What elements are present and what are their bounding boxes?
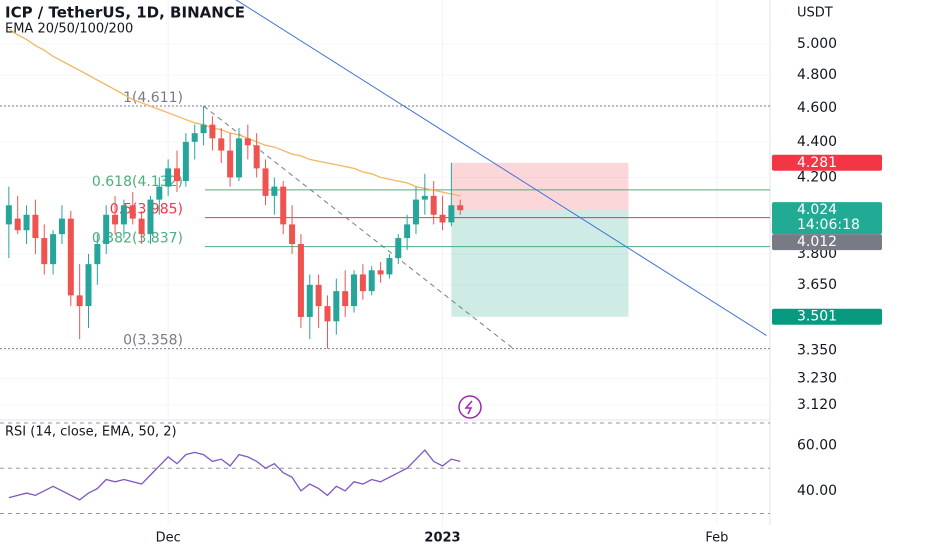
candle-body	[262, 168, 269, 196]
candle-body	[395, 238, 402, 259]
candle-body	[14, 218, 21, 231]
y-tick-label: 4.200	[797, 169, 837, 185]
candle-body	[306, 284, 313, 317]
fib-label: 0(3.358)	[123, 333, 183, 349]
candle-body	[76, 295, 83, 307]
candle-body	[271, 186, 278, 196]
candle-body	[351, 274, 358, 307]
candle-body	[324, 306, 331, 322]
candle-body	[182, 141, 189, 182]
rsi-tick-label: 60.00	[797, 438, 837, 454]
x-tick-label: Dec	[156, 531, 181, 546]
price-tag-label: 4.024	[797, 202, 837, 218]
price-tag-label: 4.012	[797, 234, 837, 250]
rsi-line	[8, 449, 461, 501]
candle-body	[235, 138, 242, 178]
y-tick-label: 4.600	[797, 100, 837, 116]
icon[interactable]	[458, 395, 482, 419]
candle-body	[200, 124, 207, 134]
candle-body	[112, 214, 119, 225]
candle-body	[58, 218, 65, 235]
fib-label: 1(4.611)	[123, 90, 183, 106]
candle-body	[280, 186, 287, 225]
candle-body	[23, 214, 30, 231]
rsi-title: RSI (14, close, EMA, 50, 2)	[5, 425, 177, 440]
fib-label: 0.5(3.985)	[110, 202, 183, 218]
y-tick-label: 4.400	[797, 134, 837, 150]
candle-body	[289, 224, 296, 245]
candle-body	[32, 214, 39, 239]
candle-body	[342, 291, 349, 307]
candle-body	[94, 244, 101, 265]
trendline	[235, 0, 767, 336]
candle-body	[421, 195, 428, 200]
fib-label: 0.382(3.837)	[92, 231, 183, 247]
chart-title: ICP / TetherUS, 1D, BINANCE	[5, 4, 245, 22]
candle-body	[67, 218, 74, 296]
price-tag-label: 4.281	[797, 155, 837, 171]
x-tick-label: Feb	[705, 531, 728, 546]
ema-line	[8, 28, 461, 197]
candle-body	[448, 205, 455, 223]
countdown: 14:06:18	[797, 217, 860, 233]
stop-zone	[451, 162, 629, 211]
price-tag	[772, 234, 882, 251]
candle-body	[156, 186, 163, 200]
candle-body	[129, 205, 136, 219]
y-tick-label: 3.650	[797, 277, 837, 293]
candle-body	[138, 218, 145, 235]
price-tag	[772, 154, 882, 171]
candle-body	[430, 195, 437, 215]
target-zone	[451, 210, 629, 317]
rsi-tick-label: 40.00	[797, 483, 837, 499]
candle-body	[333, 291, 340, 322]
x-tick-label: 2023	[424, 531, 460, 546]
currency: USDT	[797, 6, 833, 21]
candle-body	[253, 145, 260, 169]
chart-subtitle: EMA 20/50/100/200	[5, 22, 133, 37]
plot: Dec 2023 Feb5.0004.8004.6004.4004.2003.800…	[0, 0, 882, 546]
candle-body	[5, 205, 12, 225]
icon-bolt	[464, 400, 473, 415]
y-tick-label: 5.000	[797, 36, 837, 52]
price-tag	[772, 308, 882, 325]
candle-body	[404, 224, 411, 239]
candle-body	[103, 214, 110, 245]
candle-body	[439, 214, 446, 223]
candle-body	[359, 274, 366, 292]
candle-body	[191, 133, 198, 142]
candle-body	[147, 199, 154, 235]
y-tick-label: 3.350	[797, 342, 837, 358]
candle-body	[120, 205, 127, 225]
candle-body	[368, 270, 375, 292]
candle-body	[297, 244, 304, 317]
y-tick-label: 3.120	[797, 397, 837, 413]
candle-body	[41, 238, 48, 265]
candle-body	[386, 258, 393, 275]
candle-body	[244, 138, 251, 146]
candle-body	[209, 124, 216, 139]
candle-body	[85, 264, 92, 307]
candle-body	[227, 150, 234, 178]
fib-label: 0.618(4.132)	[92, 174, 183, 190]
candle-body	[412, 199, 419, 225]
y-tick-label: 4.800	[797, 67, 837, 83]
candle-body	[174, 168, 181, 182]
candle-body	[50, 234, 57, 265]
candle-body	[165, 168, 172, 187]
candle-body	[315, 284, 322, 307]
candle-body	[377, 270, 384, 275]
y-tick-label: 3.230	[797, 370, 837, 386]
candle-body	[457, 205, 464, 211]
price-tag-label: 3.501	[797, 309, 837, 325]
price-tag	[772, 202, 882, 235]
candle-body	[218, 138, 225, 151]
